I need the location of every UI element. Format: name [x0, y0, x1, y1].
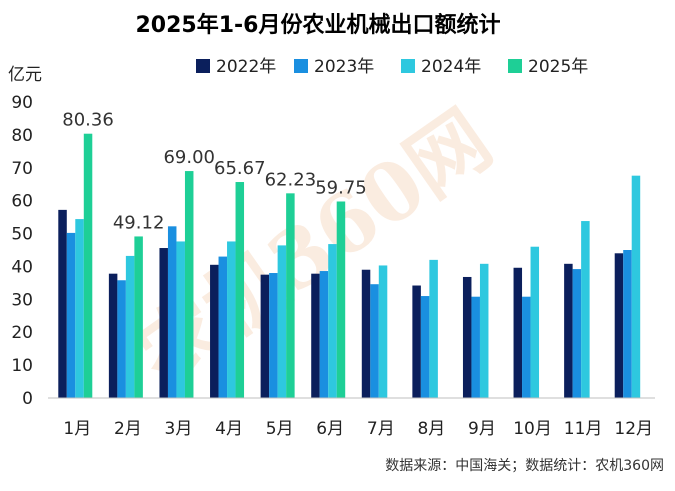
bar: [361, 269, 371, 398]
bar: [159, 248, 168, 398]
bar: [623, 250, 632, 398]
chart-title: 2025年1-6月份农业机械出口额统计: [136, 12, 501, 38]
bar: [336, 201, 346, 398]
bar: [184, 171, 194, 398]
y-tick-label: 20: [11, 323, 33, 343]
bar: [564, 263, 573, 398]
y-tick-label: 0: [22, 389, 33, 409]
bar: [378, 265, 388, 398]
y-tick-label: 60: [11, 192, 33, 212]
bar: [513, 267, 523, 398]
legend-swatch: [508, 59, 522, 73]
legend-swatch: [196, 59, 210, 73]
legend-label: 2023年: [314, 57, 374, 77]
y-axis: 0 10 20 30 40 50 60 70 80 90: [11, 93, 33, 409]
x-tick-label: 4月: [215, 419, 243, 439]
bar: [614, 253, 624, 398]
y-tick-label: 70: [11, 159, 33, 179]
x-tick-label: 8月: [417, 419, 445, 439]
legend-swatch: [401, 59, 415, 73]
bar: [66, 232, 76, 398]
bar: [260, 274, 270, 398]
bars: [58, 133, 641, 398]
y-tick-label: 90: [11, 93, 33, 113]
bar: [631, 175, 641, 398]
bar: [235, 182, 245, 398]
bar: [58, 209, 67, 398]
x-tick-label: 9月: [468, 419, 496, 439]
bar: [134, 236, 143, 398]
bar: [83, 133, 93, 398]
y-tick-label: 80: [11, 126, 33, 146]
bar: [581, 221, 590, 398]
x-tick-label: 2月: [114, 419, 142, 439]
x-tick-label: 3月: [165, 419, 193, 439]
y-axis-unit-label: 亿元: [8, 65, 42, 85]
bar: [530, 246, 540, 398]
bar: [210, 264, 219, 398]
data-label: 59.75: [315, 177, 367, 198]
x-tick-label: 12月: [614, 419, 653, 439]
y-tick-label: 40: [11, 257, 33, 277]
bar: [479, 263, 489, 398]
bar: [370, 284, 379, 398]
x-axis: 1月 2月 3月 4月 5月 6月 7月 8月 9月 10月 11月 12月: [63, 419, 653, 439]
data-label: 65.67: [214, 158, 266, 179]
bar: [429, 259, 438, 398]
bar: [328, 244, 337, 398]
x-tick-label: 6月: [316, 419, 344, 439]
y-tick-label: 10: [11, 356, 33, 376]
bar: [176, 241, 185, 398]
bar: [572, 269, 582, 398]
legend-label: 2022年: [216, 57, 276, 77]
legend-swatch: [294, 59, 308, 73]
bar: [277, 245, 287, 398]
bar: [311, 273, 320, 398]
x-tick-label: 11月: [564, 419, 603, 439]
bar: [108, 273, 118, 398]
bar: [117, 280, 126, 398]
bar: [462, 276, 472, 398]
legend: 2022年 2023年 2024年 2025年: [196, 57, 588, 77]
bar: [227, 241, 236, 398]
bar: [286, 193, 295, 398]
legend-label: 2024年: [421, 57, 481, 77]
bar: [167, 226, 177, 398]
bar: [75, 219, 84, 398]
data-label: 80.36: [62, 110, 114, 131]
y-tick-label: 50: [11, 225, 33, 245]
bar: [319, 271, 329, 398]
source-note: 数据来源：中国海关；数据统计：农机360网: [385, 458, 664, 474]
bar: [420, 296, 430, 398]
bar: [471, 296, 480, 398]
x-tick-label: 5月: [266, 419, 294, 439]
bar: [522, 296, 531, 398]
bar: [269, 273, 278, 398]
x-tick-label: 10月: [513, 419, 552, 439]
data-label: 49.12: [113, 212, 165, 233]
legend-label: 2025年: [528, 57, 588, 77]
data-label: 62.23: [265, 169, 317, 190]
data-label: 69.00: [163, 147, 215, 168]
bar: [125, 255, 135, 398]
x-tick-label: 7月: [367, 419, 395, 439]
bar: [218, 256, 228, 398]
y-tick-label: 30: [11, 290, 33, 310]
bar: [412, 285, 421, 398]
x-tick-label: 1月: [63, 419, 91, 439]
